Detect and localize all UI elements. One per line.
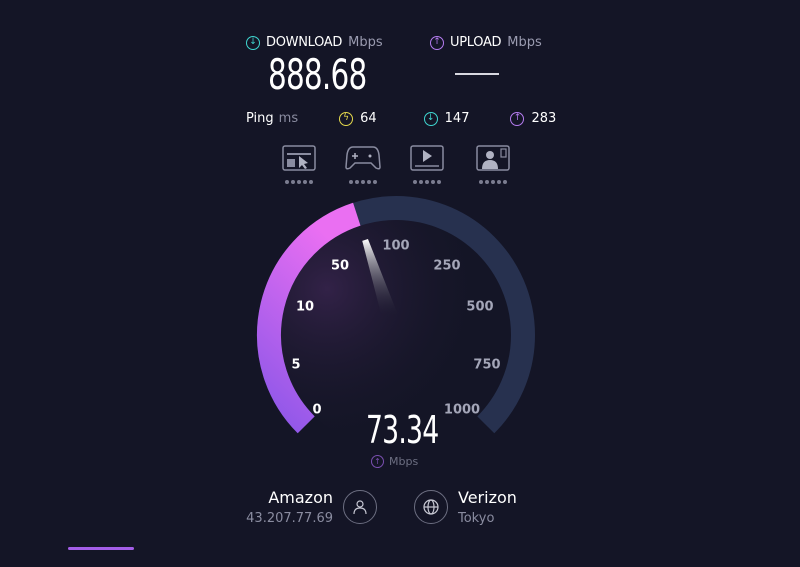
gauge-tick: 100 bbox=[382, 238, 410, 254]
gauge-tick: 0 bbox=[312, 402, 322, 418]
server-name: Verizon bbox=[458, 488, 517, 507]
ping-label: Ping bbox=[246, 111, 274, 126]
upload-unit: Mbps bbox=[507, 35, 542, 50]
web-browsing-icon bbox=[282, 145, 316, 171]
download-unit: Mbps bbox=[348, 35, 383, 50]
upload-label: UPLOAD bbox=[450, 35, 502, 50]
gauge-tick: 750 bbox=[473, 357, 501, 373]
gaming-icon bbox=[345, 146, 381, 170]
gauge-value: 73.34 bbox=[366, 408, 439, 452]
arrow-up-circle-icon: ↑ bbox=[430, 35, 444, 50]
provider-info: Amazon 43.207.77.69 bbox=[246, 488, 333, 526]
ping-idle: 64 bbox=[360, 111, 377, 126]
server-button[interactable] bbox=[414, 490, 448, 524]
gauge-unit: Mbps bbox=[389, 455, 419, 468]
video-streaming-icon bbox=[410, 145, 444, 171]
download-label: DOWNLOAD bbox=[266, 35, 343, 50]
download-value: 888.68 bbox=[268, 50, 367, 99]
provider-name: Amazon bbox=[268, 488, 333, 507]
gauge-tick: 1000 bbox=[443, 402, 481, 418]
ping-download: 147 bbox=[444, 111, 470, 126]
gauge-unit-row: ↑ Mbps bbox=[371, 455, 418, 468]
gauge-needle bbox=[362, 238, 398, 319]
upload-latency-icon: ↑ bbox=[510, 111, 525, 126]
user-icon bbox=[353, 500, 367, 515]
video-chat-icon bbox=[476, 145, 510, 171]
server-info: Verizon Tokyo bbox=[458, 488, 517, 526]
provider-ip: 43.207.77.69 bbox=[246, 511, 333, 526]
gauge-fill bbox=[257, 202, 361, 434]
server-location: Tokyo bbox=[458, 511, 495, 526]
gauge-glow bbox=[281, 220, 511, 450]
gaming-indicator bbox=[345, 145, 381, 184]
gauge-tick: 10 bbox=[295, 299, 315, 315]
video-streaming-indicator bbox=[410, 145, 444, 184]
gauge-tick: 5 bbox=[291, 357, 301, 373]
download-latency-icon: ↓ bbox=[423, 111, 438, 126]
gauge-tick: 500 bbox=[466, 299, 494, 315]
active-tab-indicator bbox=[68, 547, 134, 550]
ping-upload: 283 bbox=[531, 111, 557, 126]
upload-value-placeholder bbox=[455, 73, 499, 75]
video-chat-indicator bbox=[476, 145, 510, 184]
arrow-up-circle-icon: ↑ bbox=[371, 455, 384, 468]
arrow-down-circle-icon: ↓ bbox=[246, 35, 260, 50]
gauge-tick: 250 bbox=[433, 258, 461, 274]
ping-row: Ping ms ϟ 64 ↓ 147 ↑ 283 bbox=[246, 111, 556, 126]
download-header: ↓ DOWNLOAD Mbps bbox=[246, 35, 383, 50]
idle-latency-icon: ϟ bbox=[339, 111, 354, 126]
web-browsing-indicator bbox=[282, 145, 316, 184]
provider-button[interactable] bbox=[343, 490, 377, 524]
gauge-tick: 50 bbox=[330, 258, 350, 274]
globe-icon bbox=[423, 499, 439, 515]
upload-header: ↑ UPLOAD Mbps bbox=[430, 35, 542, 50]
ping-unit: ms bbox=[278, 111, 299, 126]
